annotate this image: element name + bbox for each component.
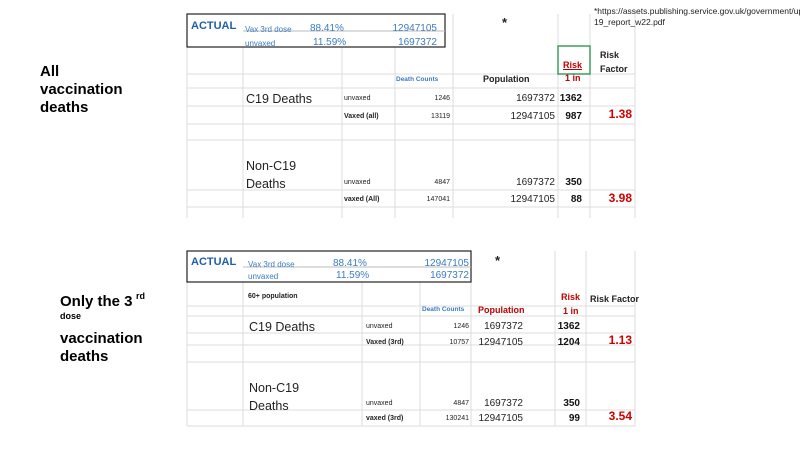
actual-percent: 88.41% [310, 23, 344, 34]
header-one-in: 1 in [563, 306, 579, 316]
population: 12947105 [478, 413, 524, 424]
risk-one-in: 350 [565, 177, 582, 188]
death-count: 1246 [453, 323, 469, 330]
risk-factor: 1.38 [608, 107, 632, 121]
actual-percent: 11.59% [313, 37, 347, 48]
row-label: vaxed (3rd) [366, 415, 404, 422]
population: 1697372 [484, 398, 523, 409]
actual-count: 12947105 [424, 258, 470, 269]
row-label: Vaxed (3rd) [366, 339, 404, 346]
row-label: Vaxed (all) [344, 113, 379, 120]
risk-one-in: 1204 [557, 337, 580, 348]
death-count: 1246 [434, 95, 450, 102]
actual-count: 1697372 [398, 37, 437, 48]
group-name: C19 Deaths [249, 320, 316, 334]
death-count: 147041 [426, 196, 450, 203]
section-label: All [40, 63, 60, 80]
asterisk: * [495, 253, 501, 268]
section-label: vaccination [60, 330, 143, 347]
header-population: Population [483, 74, 530, 84]
section-label: deaths [60, 348, 109, 365]
actual-percent: 11.59% [336, 270, 370, 281]
risk-factor: 3.54 [608, 409, 632, 423]
actual-title: ACTUAL [191, 256, 237, 268]
header-risk: Risk [561, 292, 581, 302]
row-label: unvaxed [344, 179, 371, 186]
death-count: 130241 [445, 415, 469, 422]
population: 12947105 [478, 337, 524, 348]
asterisk: * [502, 15, 508, 30]
section-label: vaccination [40, 81, 123, 98]
actual-percent: 88.41% [333, 258, 367, 269]
header-population: Population [478, 305, 525, 315]
risk-one-in: 88 [570, 194, 582, 205]
death-count: 10757 [449, 339, 469, 346]
risk-factor: 1.13 [608, 333, 632, 347]
population: 1697372 [484, 321, 523, 332]
header-one-in: 1 in [565, 73, 581, 83]
risk-one-in: 1362 [559, 93, 582, 104]
section-label: deaths [40, 99, 89, 116]
row-label: unvaxed [366, 400, 393, 407]
header-death-counts: Death Counts [422, 306, 465, 313]
population-label: 60+ population [248, 293, 298, 300]
risk-one-in: 350 [563, 398, 580, 409]
section-label: Only the 3 [60, 293, 133, 310]
risk-one-in: 99 [568, 413, 580, 424]
actual-row-label: Vax 3rd dose [248, 260, 295, 269]
row-label: vaxed (All) [344, 196, 380, 203]
actual-title: ACTUAL [191, 20, 237, 32]
header-risk: Risk [563, 60, 583, 70]
population: 1697372 [516, 93, 555, 104]
header-risk-factor: Risk Factor [590, 294, 640, 304]
group-name: Non-C19 Deaths [249, 381, 300, 414]
selected-cell [557, 45, 591, 75]
population: 12947105 [510, 111, 556, 122]
group-name: Non-C19 Deaths [246, 159, 297, 192]
death-count: 4847 [453, 400, 469, 407]
header-risk-factor: Risk Factor [600, 50, 628, 74]
actual-row-label: unvaxed [245, 39, 276, 48]
risk-one-in: 1362 [557, 321, 580, 332]
actual-count: 12947105 [392, 23, 438, 34]
actual-row-label: unvaxed [248, 272, 279, 281]
row-label: unvaxed [344, 95, 371, 102]
death-count: 13119 [431, 113, 450, 120]
risk-one-in: 987 [565, 111, 582, 122]
risk-factor: 3.98 [608, 191, 632, 205]
actual-row-label: Vax 3rd dose [245, 25, 292, 34]
section-label: dose [60, 311, 82, 321]
population: 1697372 [516, 177, 555, 188]
header-death-counts: Death Counts [396, 76, 439, 83]
group-name: C19 Deaths [246, 92, 313, 106]
section-label: rd [136, 291, 145, 301]
actual-count: 1697372 [430, 270, 469, 281]
source-note: *https://assets.publishing.service.gov.u… [594, 6, 800, 28]
death-count: 4847 [434, 179, 450, 186]
row-label: unvaxed [366, 323, 393, 330]
population: 12947105 [510, 194, 556, 205]
